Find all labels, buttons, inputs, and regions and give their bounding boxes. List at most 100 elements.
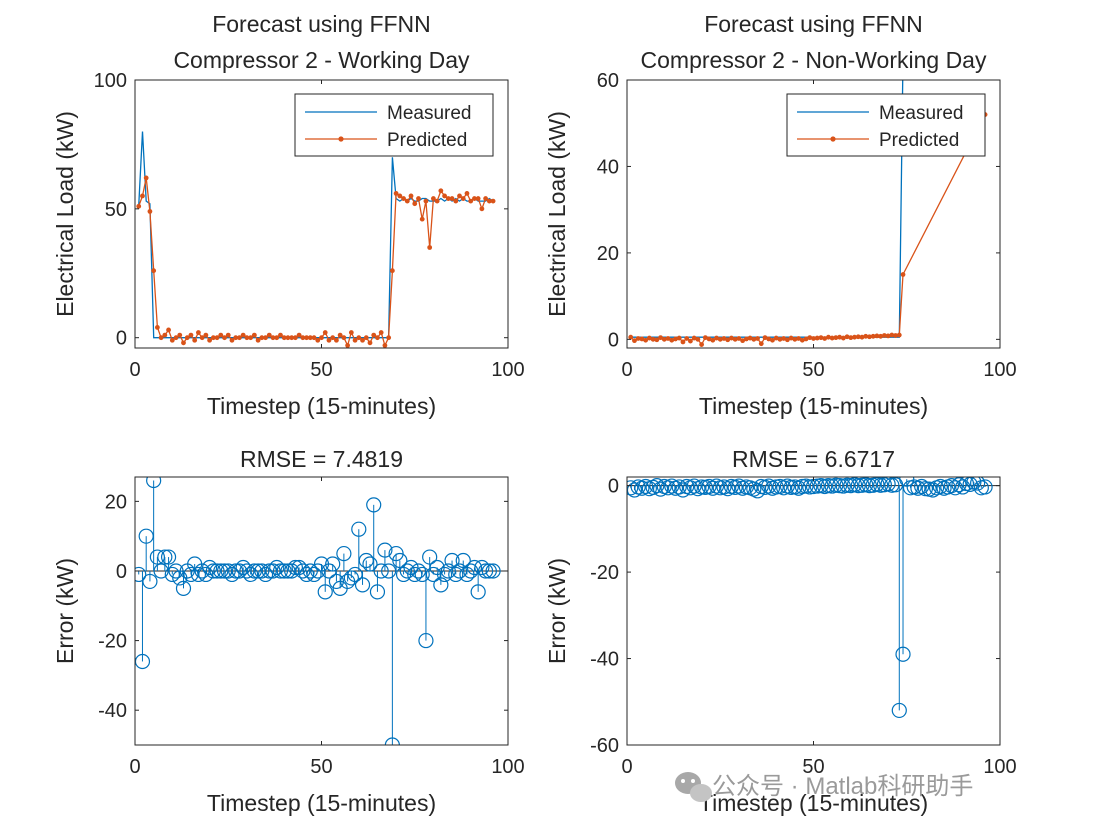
error-marker: [705, 480, 721, 496]
legend-box: [786, 93, 986, 157]
x-tick-label: 100: [983, 756, 1016, 778]
predicted-point: [408, 193, 414, 199]
predicted-point: [184, 335, 190, 341]
predicted-point: [844, 334, 850, 340]
predicted-point: [300, 335, 306, 341]
error-marker: [317, 584, 333, 600]
wechat-icon: [675, 772, 712, 802]
error-marker: [142, 573, 158, 590]
predicted-point: [311, 335, 317, 341]
predicted-point: [416, 196, 421, 201]
predicted-point: [863, 333, 869, 339]
error-marker: [209, 563, 225, 579]
predicted-point: [822, 336, 828, 341]
predicted-point: [319, 335, 324, 341]
predicted-point: [680, 339, 686, 345]
y-axis-label: Electrical Load (kW): [52, 111, 78, 317]
plot-content: [135, 477, 508, 745]
error-marker: [175, 580, 192, 596]
predicted-point: [826, 334, 831, 340]
predicted-point: [870, 333, 876, 339]
predicted-point: [225, 332, 231, 338]
error-marker: [276, 563, 292, 579]
predicted-point: [654, 337, 660, 343]
x-tick-label: 50: [802, 359, 824, 381]
predicted-point: [695, 336, 701, 342]
predicted-point: [442, 193, 447, 199]
predicted-point: [732, 336, 738, 342]
y-axis-label: Error (kW): [52, 558, 78, 664]
error-marker: [418, 632, 434, 649]
x-axis-label: Timestep (15-minutes): [699, 393, 928, 419]
error-marker: [328, 573, 345, 590]
predicted-point: [244, 335, 250, 341]
predicted-point: [457, 193, 462, 199]
predicted-point: [419, 216, 425, 222]
predicted-point: [650, 336, 656, 342]
error-marker: [265, 563, 281, 579]
chart-subtitle: Compressor 2 - Non-Working Day: [641, 47, 987, 73]
predicted-point: [166, 327, 171, 333]
predicted-point: [423, 198, 429, 204]
plot-content: [628, 80, 988, 347]
error-marker: [652, 481, 669, 497]
error-marker: [485, 563, 501, 579]
predicted-point: [833, 335, 839, 341]
error-marker: [392, 552, 408, 569]
error-marker: [403, 559, 419, 576]
predicted-point: [646, 335, 652, 341]
predicted-point: [740, 338, 746, 344]
error-marker: [135, 566, 147, 583]
x-tick-label: 50: [310, 756, 332, 778]
error-marker: [388, 545, 404, 562]
error-marker: [675, 482, 691, 498]
predicted-point: [401, 196, 406, 201]
error-marker: [478, 563, 494, 579]
predicted-point: [635, 336, 641, 341]
predicted-point: [751, 336, 757, 342]
predicted-point: [661, 336, 667, 342]
predicted-point: [367, 340, 373, 346]
chart-title: Forecast using FFNN: [704, 11, 923, 37]
predicted-point: [192, 337, 198, 343]
predicted-point: [483, 196, 489, 201]
error-marker: [157, 549, 173, 565]
predicted-point: [874, 333, 880, 339]
predicted-point: [468, 198, 474, 204]
error-marker: [627, 480, 639, 496]
x-tick-label: 100: [983, 359, 1016, 381]
watermark: 公众号 · Matlab科研助手: [675, 772, 973, 802]
error-marker: [343, 570, 359, 586]
predicted-point: [315, 337, 321, 343]
plot-content: [627, 477, 1000, 719]
predicted-point: [736, 336, 742, 341]
predicted-point: [143, 175, 149, 181]
predicted-point: [758, 341, 764, 347]
error-marker: [302, 563, 318, 579]
predicted-point: [852, 334, 857, 340]
predicted-point: [136, 203, 142, 209]
plot-area: [135, 477, 508, 745]
predicted-point: [237, 335, 242, 341]
error-marker: [970, 477, 986, 491]
predicted-point: [263, 335, 268, 341]
chart-subtitle: Compressor 2 - Working Day: [173, 47, 470, 73]
predicted-point: [702, 335, 708, 341]
predicted-point: [714, 335, 719, 341]
y-axis-label: Error (kW): [544, 558, 570, 664]
error-marker: [336, 545, 352, 562]
predicted-point: [151, 268, 157, 274]
predicted-point: [878, 333, 884, 339]
predicted-point: [717, 336, 723, 342]
error-marker: [925, 482, 941, 498]
predicted-point: [643, 337, 649, 343]
error-marker: [749, 483, 766, 499]
error-marker: [384, 737, 400, 745]
error-marker: [433, 577, 449, 593]
legend-box: [294, 93, 494, 157]
x-axis-label: Timestep (15-minutes): [207, 790, 436, 816]
x-tick-label: 0: [621, 756, 632, 778]
y-tick-label: 40: [597, 156, 619, 178]
error-marker: [239, 563, 255, 579]
error-marker: [272, 563, 289, 579]
